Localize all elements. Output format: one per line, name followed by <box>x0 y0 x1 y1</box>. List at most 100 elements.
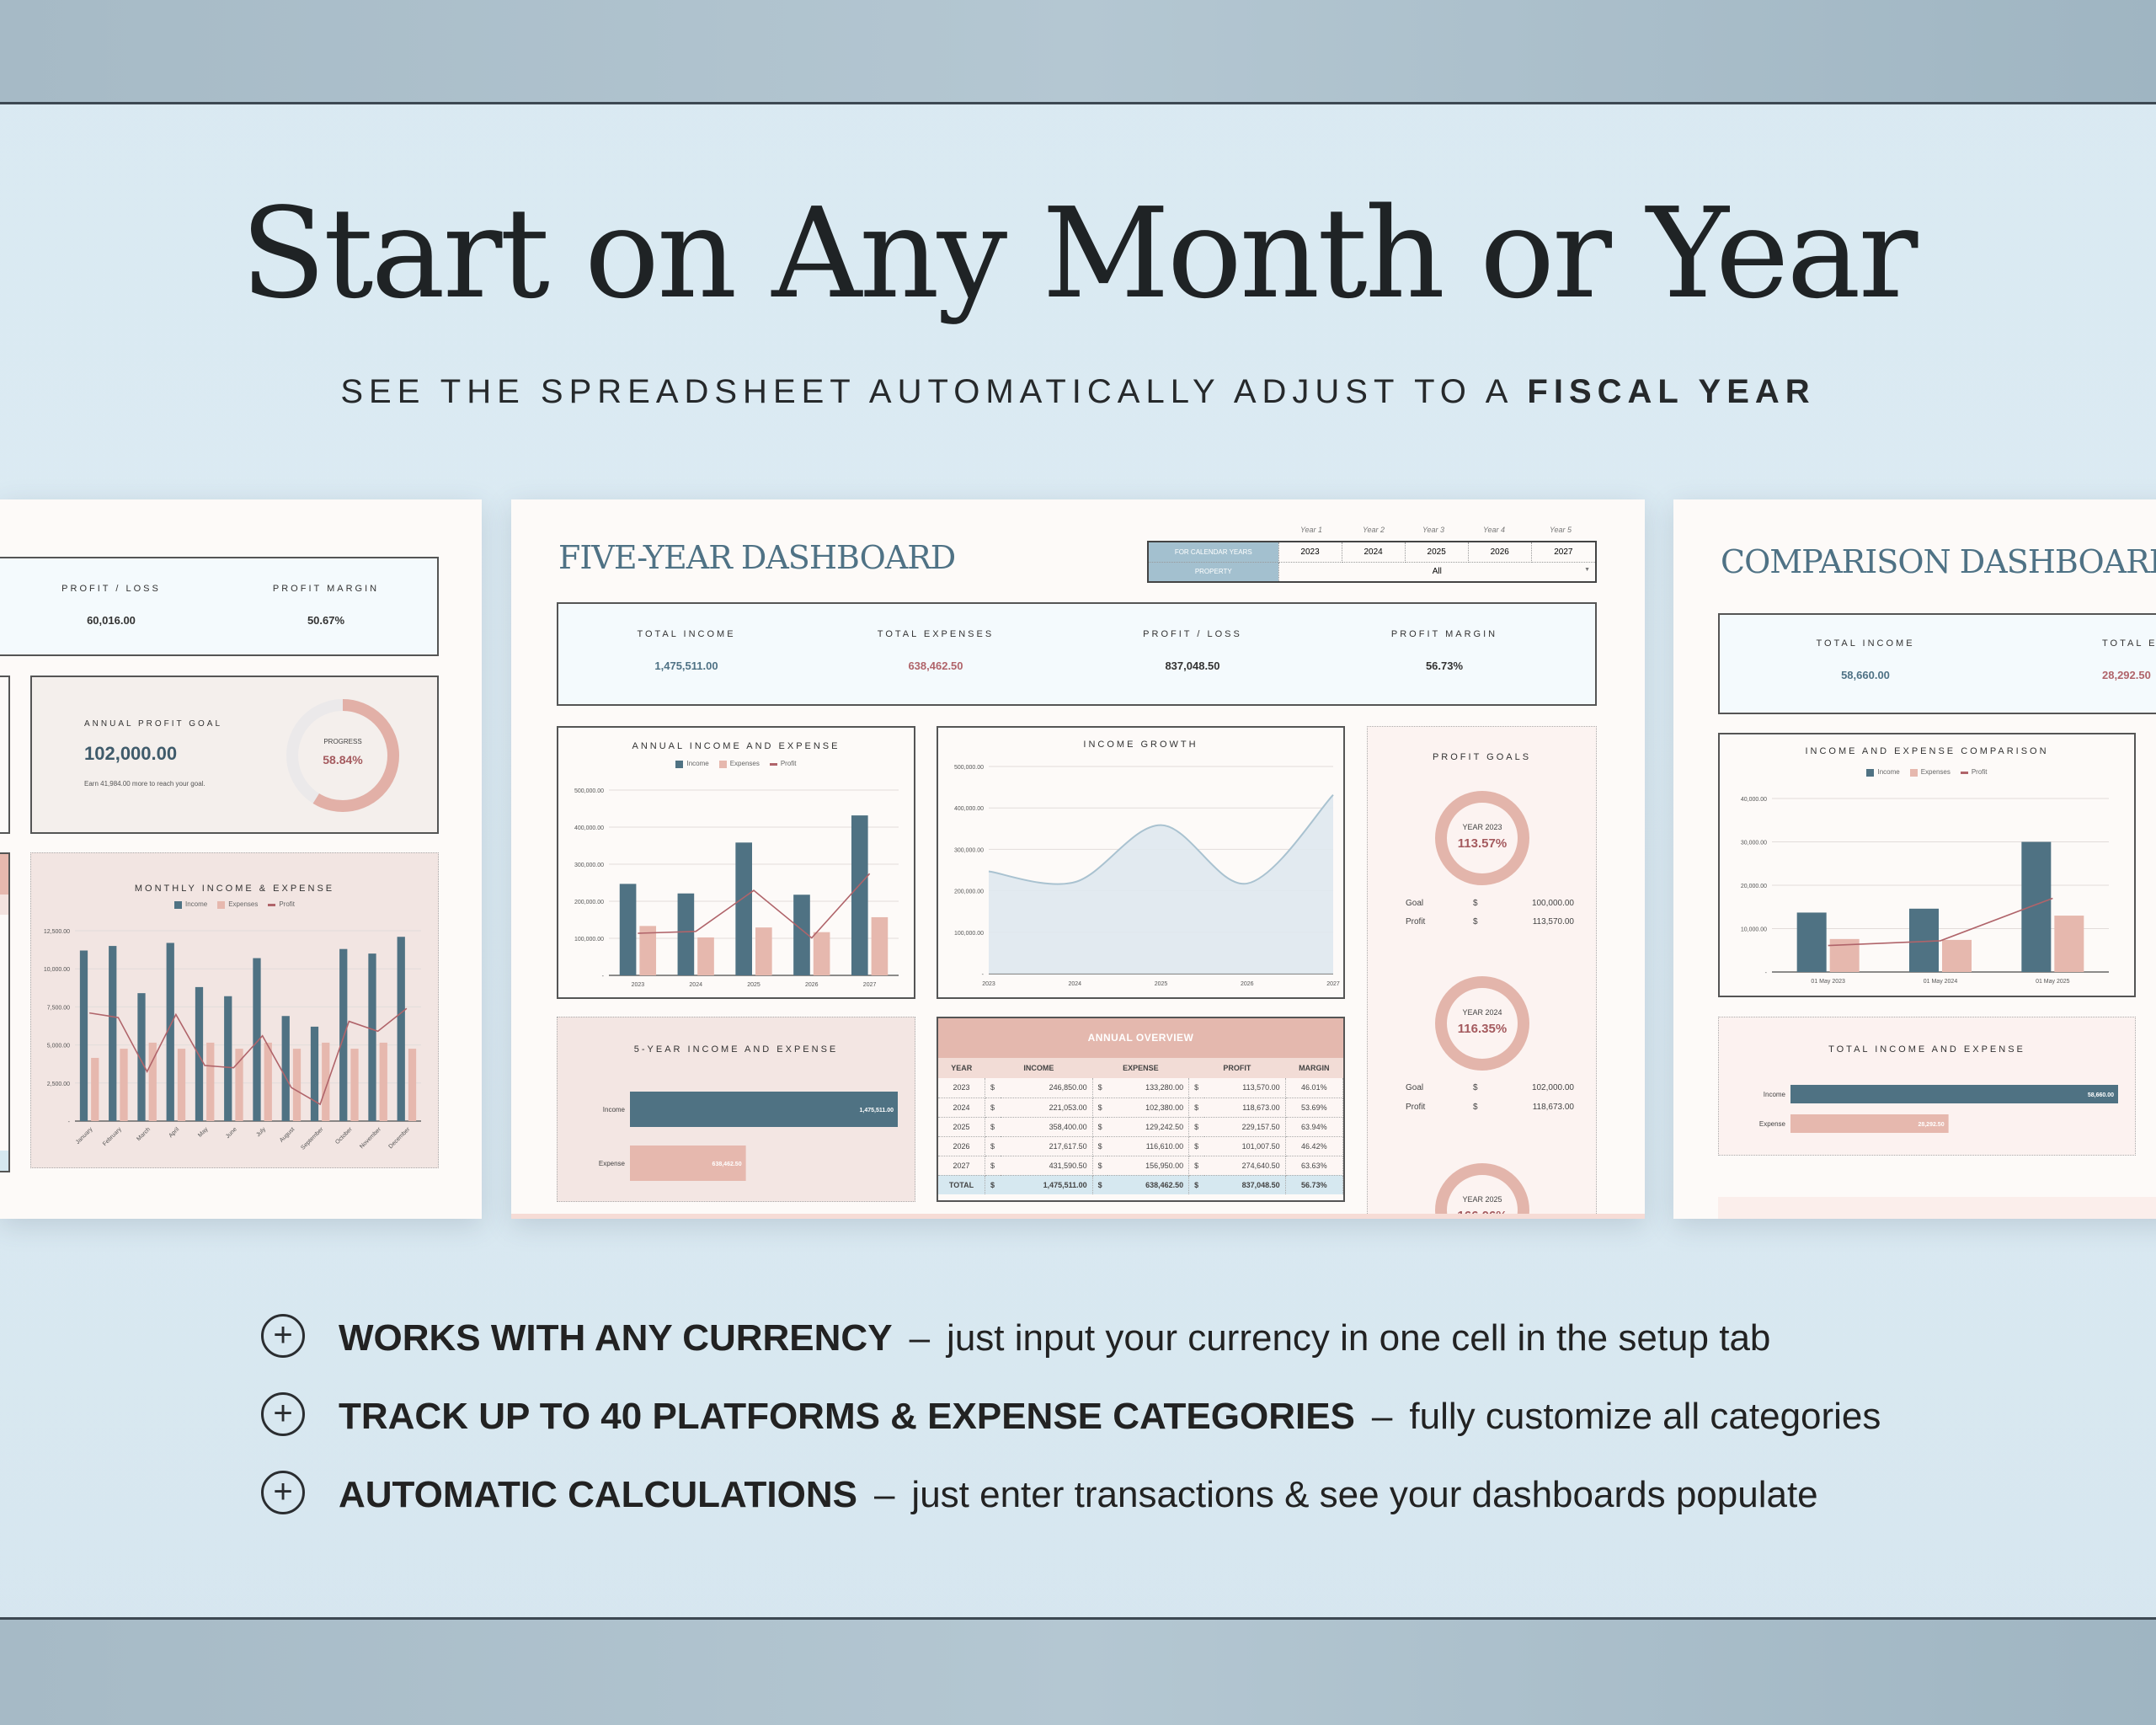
chart-title: 5-YEAR INCOME AND EXPENSE <box>633 1044 839 1055</box>
legend-label: Expenses <box>729 760 760 768</box>
x-tick-label: 01 May 2024 <box>1924 979 1958 985</box>
chart-plot: - 100,000.00 200,000.00 300,000.00 400,000.0… <box>954 765 1340 987</box>
panel-bottom-strip <box>511 1214 1645 1219</box>
chart-plot: - 2,500.00 5,000.00 7,500.00 10,000.00 12,500… <box>44 929 421 1151</box>
legend-swatch <box>718 760 727 768</box>
legend-label: Profit <box>780 760 797 768</box>
income-bar <box>1796 912 1827 972</box>
area-line <box>988 793 1334 885</box>
legend-swatch <box>769 762 777 766</box>
income-bar <box>677 893 695 975</box>
currency-cell: $ <box>1188 1156 1204 1176</box>
x-tick-label: 2025 <box>747 982 760 988</box>
feature-row: + AUTOMATIC CALCULATIONS – just enter tran… <box>0 1467 2156 1518</box>
profit-label: Profit <box>1406 917 1426 927</box>
hero-subtitle: SEE THE SPREADSHEET AUTOMATICALLY ADJUST… <box>0 373 2156 411</box>
income-bar <box>630 1092 898 1127</box>
year-label: Year 1 <box>1299 526 1323 534</box>
property-dropdown[interactable]: All ▼ <box>1278 562 1597 583</box>
y-tick-label: 7,500.00 <box>47 1005 70 1011</box>
five-year-bar-box: 5-YEAR INCOME AND EXPENSE Income 1,475,51… <box>557 1017 915 1202</box>
column-header: EXPENSE <box>1092 1058 1189 1078</box>
category-label: Expense <box>1759 1120 1786 1128</box>
y-tick-label: 100,000.00 <box>954 931 984 937</box>
amount-cell: 101,007.50 <box>1203 1136 1286 1156</box>
year-cell[interactable]: 2024 <box>1342 542 1406 563</box>
kpi-box: PROFIT / LOSS 60,016.00 PROFIT MARGIN 50… <box>0 557 439 656</box>
legend-label: Profit <box>279 900 296 909</box>
x-tick-label: December <box>388 1126 412 1150</box>
margin-cell: 56.73% <box>1285 1175 1344 1194</box>
expense-bar <box>322 1042 330 1121</box>
donut-progress-arc <box>286 699 399 812</box>
legend-swatch <box>1909 768 1918 777</box>
chart-plot: Income 58,660.00 Expense 28,292.50 <box>1759 1085 2118 1133</box>
feature-text: just input your currency in one cell in … <box>947 1317 1771 1359</box>
table-row: 2027 $431,590.50 $156,950.00 $274,640.50 63.… <box>938 1156 1344 1176</box>
amount-cell: 102,380.00 <box>1107 1097 1190 1118</box>
year-cell[interactable]: 2026 <box>1468 542 1532 563</box>
amount-cell: 221,053.00 <box>1000 1097 1093 1118</box>
year-cell[interactable]: 2027 <box>1531 542 1597 563</box>
expense-bar <box>350 1049 359 1121</box>
expense-bar <box>2054 916 2084 972</box>
feature-text: just enter transactions & see your dashb… <box>911 1474 1818 1515</box>
x-tick-label: 2026 <box>805 982 819 988</box>
margin-cell: 46.42% <box>1285 1136 1344 1156</box>
kpi-value: 638,462.50 <box>908 660 963 672</box>
kpi-value: 837,048.50 <box>1165 660 1220 672</box>
plus-circle-icon: + <box>261 1471 305 1514</box>
hero-title: Start on Any Month or Year <box>240 181 1919 326</box>
amount-cell: 1,475,511.00 <box>1000 1175 1093 1194</box>
y-tick-label: 200,000.00 <box>954 889 984 895</box>
panel-bottom-strip <box>1718 1197 2156 1219</box>
margin-cell: 53.69% <box>1285 1097 1344 1118</box>
y-tick-label: 40,000.00 <box>1741 797 1767 803</box>
kpi-value: 28,292.50 <box>2102 669 2151 681</box>
year-cell[interactable]: 2025 <box>1405 542 1469 563</box>
dropdown-arrow-icon[interactable]: ▼ <box>1584 567 1590 574</box>
chart-legend: Income Expenses Profit <box>31 900 438 909</box>
currency-cell: $ <box>1188 1175 1204 1194</box>
expense-bar <box>630 1146 746 1181</box>
total-row: TOTAL $1,475,511.00 $638,462.50 $837,048.50… <box>938 1175 1344 1194</box>
legend-swatch <box>268 903 276 906</box>
top-band <box>0 0 2156 104</box>
currency-cell: $ <box>985 1097 1001 1118</box>
x-tick-label: March <box>136 1126 152 1142</box>
x-tick-label: 2025 <box>1155 981 1168 987</box>
kpi-label: PROFIT MARGIN <box>272 584 380 594</box>
side-box <box>0 676 10 834</box>
x-tick-label: May <box>197 1126 210 1139</box>
y-tick-label: 300,000.00 <box>954 847 984 853</box>
income-bar <box>310 1026 319 1121</box>
kpi-profit-loss: PROFIT / LOSS 837,048.50 <box>1083 629 1302 672</box>
area-fill <box>989 794 1333 974</box>
currency: $ <box>1473 1103 1478 1112</box>
currency-cell: $ <box>985 1136 1001 1156</box>
amount-cell: 274,640.50 <box>1203 1156 1286 1176</box>
amount-cell: 431,590.50 <box>1000 1156 1093 1176</box>
total-bar-box: TOTAL INCOME AND EXPENSE Income 58,660.00… <box>1718 1017 2136 1156</box>
expense-bar <box>264 1042 272 1121</box>
plus-circle-icon: + <box>261 1392 305 1436</box>
legend-item: Profit <box>769 760 797 768</box>
overview-title: ANNUAL OVERVIEW <box>938 1018 1343 1058</box>
y-tick-label: 500,000.00 <box>954 765 984 771</box>
profit-line <box>638 873 871 939</box>
kpi-total-income: TOTAL INCOME 1,475,511.00 <box>577 629 796 672</box>
y-tick-label: - <box>1765 970 1768 976</box>
amount-cell: 156,950.00 <box>1107 1156 1190 1176</box>
kpi-total-expenses: TOTAL EXPENSES 638,462.50 <box>826 629 1045 672</box>
goal-label: Goal <box>1406 899 1424 908</box>
income-bar <box>109 946 117 1121</box>
x-tick-label: 2027 <box>1326 981 1340 987</box>
year-cell[interactable]: 2023 <box>1278 542 1342 563</box>
profit-goals-box: PROFIT GOALS YEAR 2023 113.57% Goal $100,… <box>1367 726 1597 1219</box>
separator: – <box>873 1474 895 1515</box>
x-tick-label: 01 May 2023 <box>1811 979 1845 985</box>
legend-item: Income <box>1866 768 1900 777</box>
property-value: All <box>1432 567 1442 577</box>
kpi-profit-loss: PROFIT / LOSS 60,016.00 <box>2 584 221 627</box>
amount-cell: 229,157.50 <box>1203 1117 1286 1137</box>
